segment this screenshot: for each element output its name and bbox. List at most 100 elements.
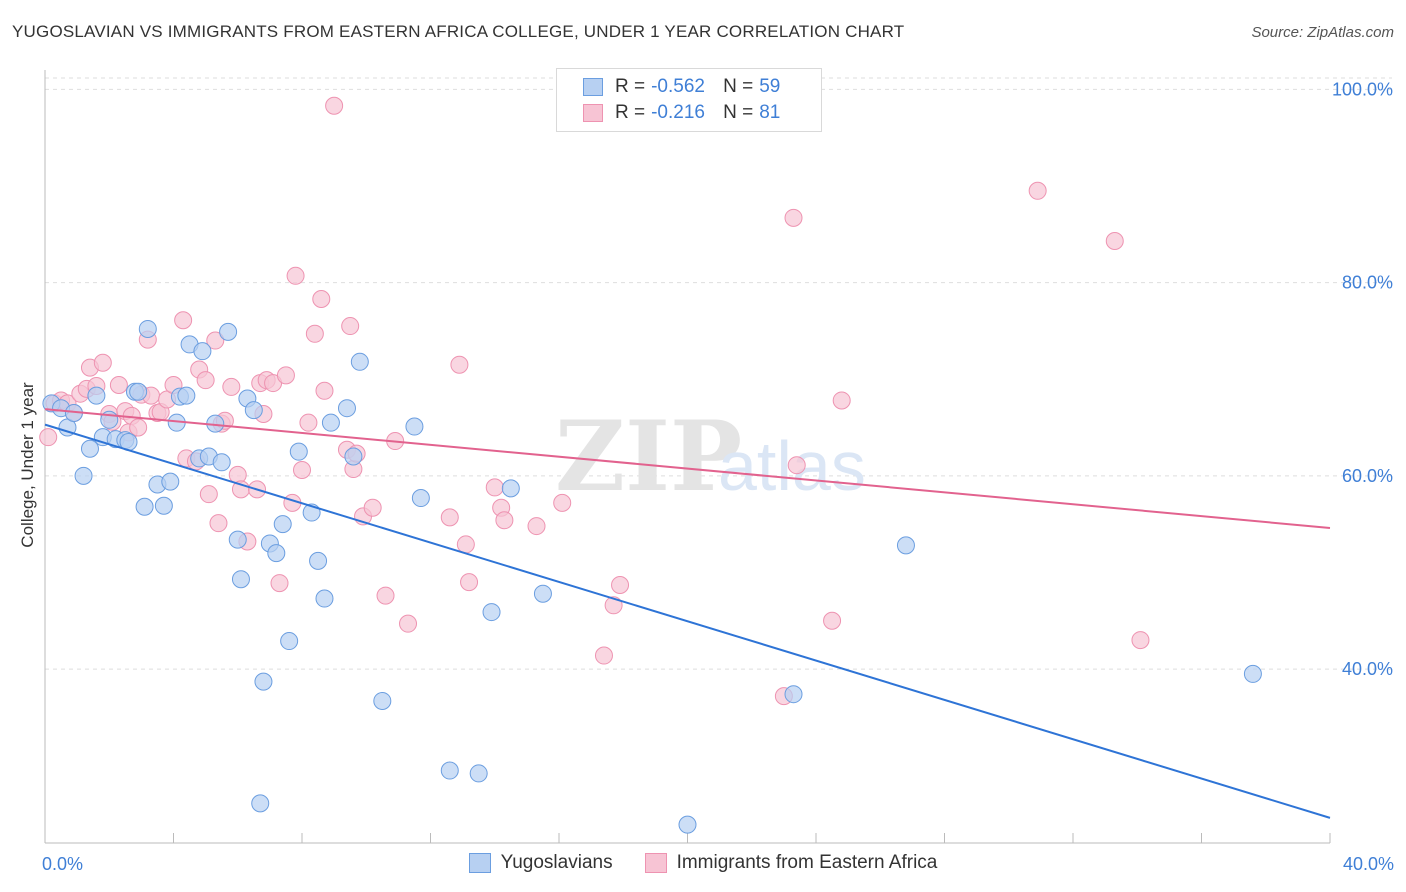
point-immigrants [305,324,324,343]
stats-legend: R = -0.562 N = 59 R = -0.216 N = 81 [556,68,822,132]
point-immigrants [787,456,806,475]
point-yugoslavians [678,815,697,834]
trend-lines [44,408,1331,819]
point-yugoslavians [244,401,263,420]
point-yugoslavians [251,794,270,813]
trend-line-yugoslavians [44,423,1331,819]
point-immigrants [376,586,395,605]
point-immigrants [129,418,148,437]
legend-swatch-blue [583,78,603,96]
point-yugoslavians [161,472,180,491]
point-immigrants [39,428,58,447]
series-yugoslavians-points [42,319,1262,834]
n-value: 59 [759,76,781,97]
watermark-zip: ZIP [555,400,742,513]
r-value: -0.216 [651,102,705,123]
point-immigrants [325,96,344,115]
point-yugoslavians [321,413,340,432]
legend-label: Yugoslavians [500,852,613,873]
point-yugoslavians [411,489,430,508]
point-immigrants [174,311,193,330]
point-immigrants [823,611,842,630]
point-yugoslavians [267,544,286,563]
point-immigrants [276,366,295,385]
point-immigrants [341,317,360,336]
point-yugoslavians [482,603,501,622]
point-yugoslavians [228,530,247,549]
point-yugoslavians [533,584,552,603]
point-immigrants [293,461,311,480]
stats-row-yugoslavians: R = -0.562 N = 59 [583,75,780,99]
point-immigrants [315,381,334,400]
point-immigrants [784,208,803,227]
point-yugoslavians [344,447,363,466]
chart-title: YUGOSLAVIAN VS IMMIGRANTS FROM EASTERN A… [12,22,905,41]
point-immigrants [196,371,215,390]
point-yugoslavians [896,536,915,555]
point-immigrants [399,614,418,633]
point-immigrants [1131,631,1150,650]
point-yugoslavians [80,439,99,458]
point-immigrants [527,517,546,536]
point-yugoslavians [469,764,488,783]
legend-item-yugoslavians[interactable]: Yugoslavians [468,852,613,874]
point-immigrants [832,391,851,410]
x-tick-label: 40.0% [1343,854,1394,874]
point-yugoslavians [289,442,308,461]
point-yugoslavians [309,551,328,570]
point-yugoslavians [135,497,154,516]
y-tick-label: 40.0% [1342,659,1393,679]
point-immigrants [199,485,218,504]
point-immigrants [1105,232,1124,251]
point-yugoslavians [440,761,459,780]
point-immigrants [440,508,459,527]
point-yugoslavians [337,399,356,418]
series-legend: Yugoslavians Immigrants from Eastern Afr… [0,852,1406,874]
legend-item-immigrants[interactable]: Immigrants from Eastern Africa [644,852,938,874]
point-immigrants [222,377,241,396]
point-immigrants [604,596,623,615]
point-yugoslavians [350,352,369,371]
point-yugoslavians [212,453,231,472]
point-yugoslavians [315,589,334,608]
point-yugoslavians [273,515,292,534]
legend-swatch-pink [644,853,667,873]
point-yugoslavians [373,691,392,710]
point-yugoslavians [193,342,212,361]
point-yugoslavians [138,319,157,338]
point-immigrants [460,573,479,592]
point-immigrants [109,375,128,394]
legend-label: Immigrants from Eastern Africa [676,852,938,873]
point-immigrants [286,266,305,285]
point-yugoslavians [74,466,93,485]
point-yugoslavians [219,322,238,341]
r-label: R = [615,102,646,123]
point-immigrants [450,355,469,374]
point-yugoslavians [177,386,196,405]
point-immigrants [312,290,331,309]
point-immigrants [495,511,514,530]
point-yugoslavians [87,386,106,405]
point-immigrants [1028,181,1047,200]
point-yugoslavians [280,632,299,651]
point-yugoslavians [254,672,273,691]
y-tick-label: 60.0% [1342,466,1393,486]
axes [44,70,1331,844]
x-tick-label: 0.0% [42,854,83,874]
point-immigrants [363,498,382,517]
point-immigrants [594,646,613,665]
y-tick-label: 80.0% [1342,273,1393,293]
point-immigrants [206,331,225,350]
point-yugoslavians [784,685,803,704]
tick-labels: 40.0% 60.0% 80.0% 100.0% 0.0% 40.0% [42,79,1394,874]
point-yugoslavians [231,570,250,589]
point-immigrants [93,353,112,372]
source-label: Source: ZipAtlas.com [1251,24,1394,41]
point-immigrants [209,514,228,533]
point-yugoslavians [154,496,173,515]
watermark: ZIP atlas [555,400,866,513]
point-immigrants [456,535,475,554]
n-label: N = [723,102,754,123]
point-immigrants [553,493,572,512]
